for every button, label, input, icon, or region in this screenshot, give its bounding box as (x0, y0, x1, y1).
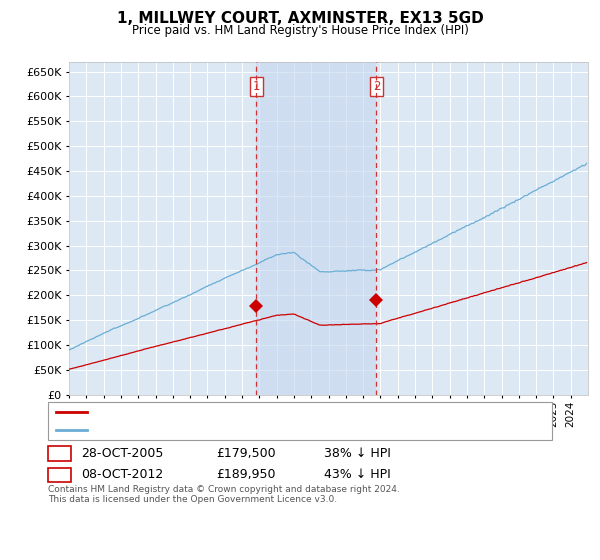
Text: 08-OCT-2012: 08-OCT-2012 (81, 468, 163, 482)
Text: 43% ↓ HPI: 43% ↓ HPI (324, 468, 391, 482)
Text: £189,950: £189,950 (216, 468, 275, 482)
Text: 38% ↓ HPI: 38% ↓ HPI (324, 447, 391, 460)
Text: This data is licensed under the Open Government Licence v3.0.: This data is licensed under the Open Gov… (48, 495, 337, 504)
Bar (256, 62, 376, 395)
Text: 2: 2 (55, 468, 64, 482)
Text: 28-OCT-2005: 28-OCT-2005 (81, 447, 163, 460)
Text: 1, MILLWEY COURT, AXMINSTER, EX13 5GD (detached house): 1, MILLWEY COURT, AXMINSTER, EX13 5GD (d… (93, 407, 435, 417)
Text: 2: 2 (373, 80, 380, 93)
Text: 1: 1 (55, 447, 64, 460)
Text: HPI: Average price, detached house, East Devon: HPI: Average price, detached house, East… (93, 425, 363, 435)
Text: £179,500: £179,500 (216, 447, 275, 460)
Text: 1, MILLWEY COURT, AXMINSTER, EX13 5GD: 1, MILLWEY COURT, AXMINSTER, EX13 5GD (116, 11, 484, 26)
Text: 1: 1 (253, 80, 260, 93)
Text: Price paid vs. HM Land Registry's House Price Index (HPI): Price paid vs. HM Land Registry's House … (131, 24, 469, 37)
Text: Contains HM Land Registry data © Crown copyright and database right 2024.: Contains HM Land Registry data © Crown c… (48, 485, 400, 494)
